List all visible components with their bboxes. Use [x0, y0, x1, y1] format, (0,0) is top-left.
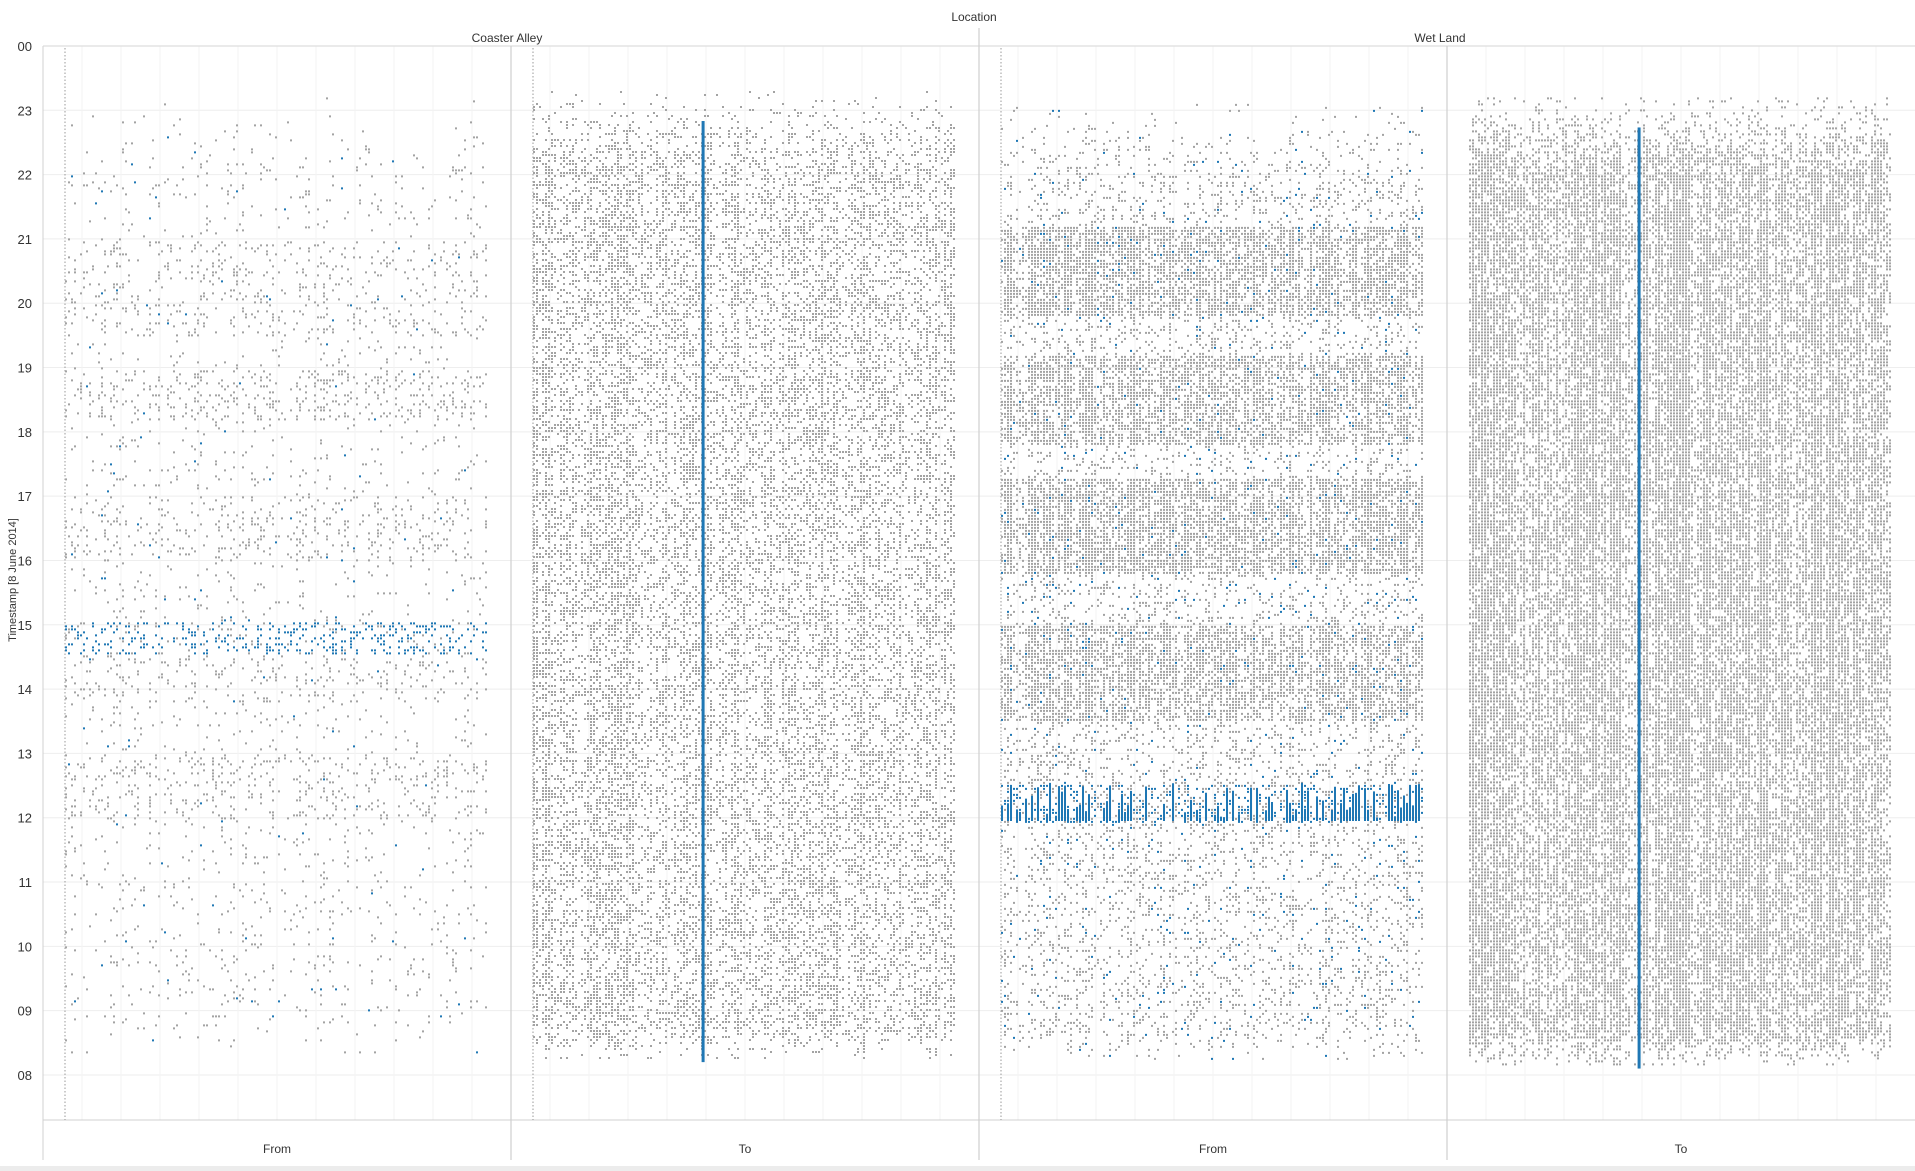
y-tick-label: 08: [18, 1068, 32, 1083]
blue-vertical-line: [701, 121, 705, 1063]
blue-vertical-line: [1637, 127, 1641, 1069]
y-tick-label: 19: [18, 361, 32, 376]
scatter-panel-3: [1469, 97, 1891, 1069]
x-axis-footer: From To From To: [263, 1142, 1688, 1156]
x-category-label: From: [263, 1142, 291, 1156]
y-tick-label: 16: [18, 553, 32, 568]
y-tick-label: 14: [18, 682, 32, 697]
panels-layer: [65, 91, 1891, 1069]
x-category-label: From: [1199, 1142, 1227, 1156]
x-category-label: To: [739, 1142, 752, 1156]
y-tick-label: 00: [18, 39, 32, 54]
y-tick-label: 09: [18, 1004, 32, 1019]
gray-point-cloud: [533, 91, 955, 1059]
y-tick-label: 11: [19, 875, 33, 890]
scatter-panel-1: [533, 91, 955, 1063]
chart-title: Location: [951, 10, 996, 24]
y-tick-label: 23: [18, 103, 32, 118]
y-tick-label: 12: [18, 811, 32, 826]
y-tick-label: 15: [18, 618, 32, 633]
y-axis-title: Timestamp [8 June 2014]: [7, 518, 19, 642]
y-tick-label: 10: [18, 939, 32, 954]
y-tick-label: 17: [18, 489, 32, 504]
y-tick-label: 21: [18, 232, 32, 247]
pane-label-wet-land: Wet Land: [1414, 31, 1465, 45]
gray-point-cloud: [1469, 97, 1891, 1066]
y-axis: 00 23 22 21 20 19 18 17 16 15 14 13 12 11 10 09 08: [18, 39, 32, 1083]
y-tick-label: 20: [18, 296, 32, 311]
scatter-panel-2: [1001, 103, 1423, 1060]
y-tick-label: 13: [18, 746, 32, 761]
scatter-panel-0: [65, 97, 487, 1054]
gray-point-cloud: [1001, 103, 1423, 1060]
y-tick-label: 22: [18, 168, 32, 183]
bottom-strip: [0, 1166, 1915, 1171]
blue-point-cloud: [1001, 109, 1423, 1060]
blue-point-cloud: [65, 136, 487, 1054]
pane-label-coaster-alley: Coaster Alley: [472, 31, 543, 45]
gray-point-cloud: [65, 97, 487, 1054]
y-tick-label: 18: [18, 425, 32, 440]
x-category-label: To: [1675, 1142, 1688, 1156]
